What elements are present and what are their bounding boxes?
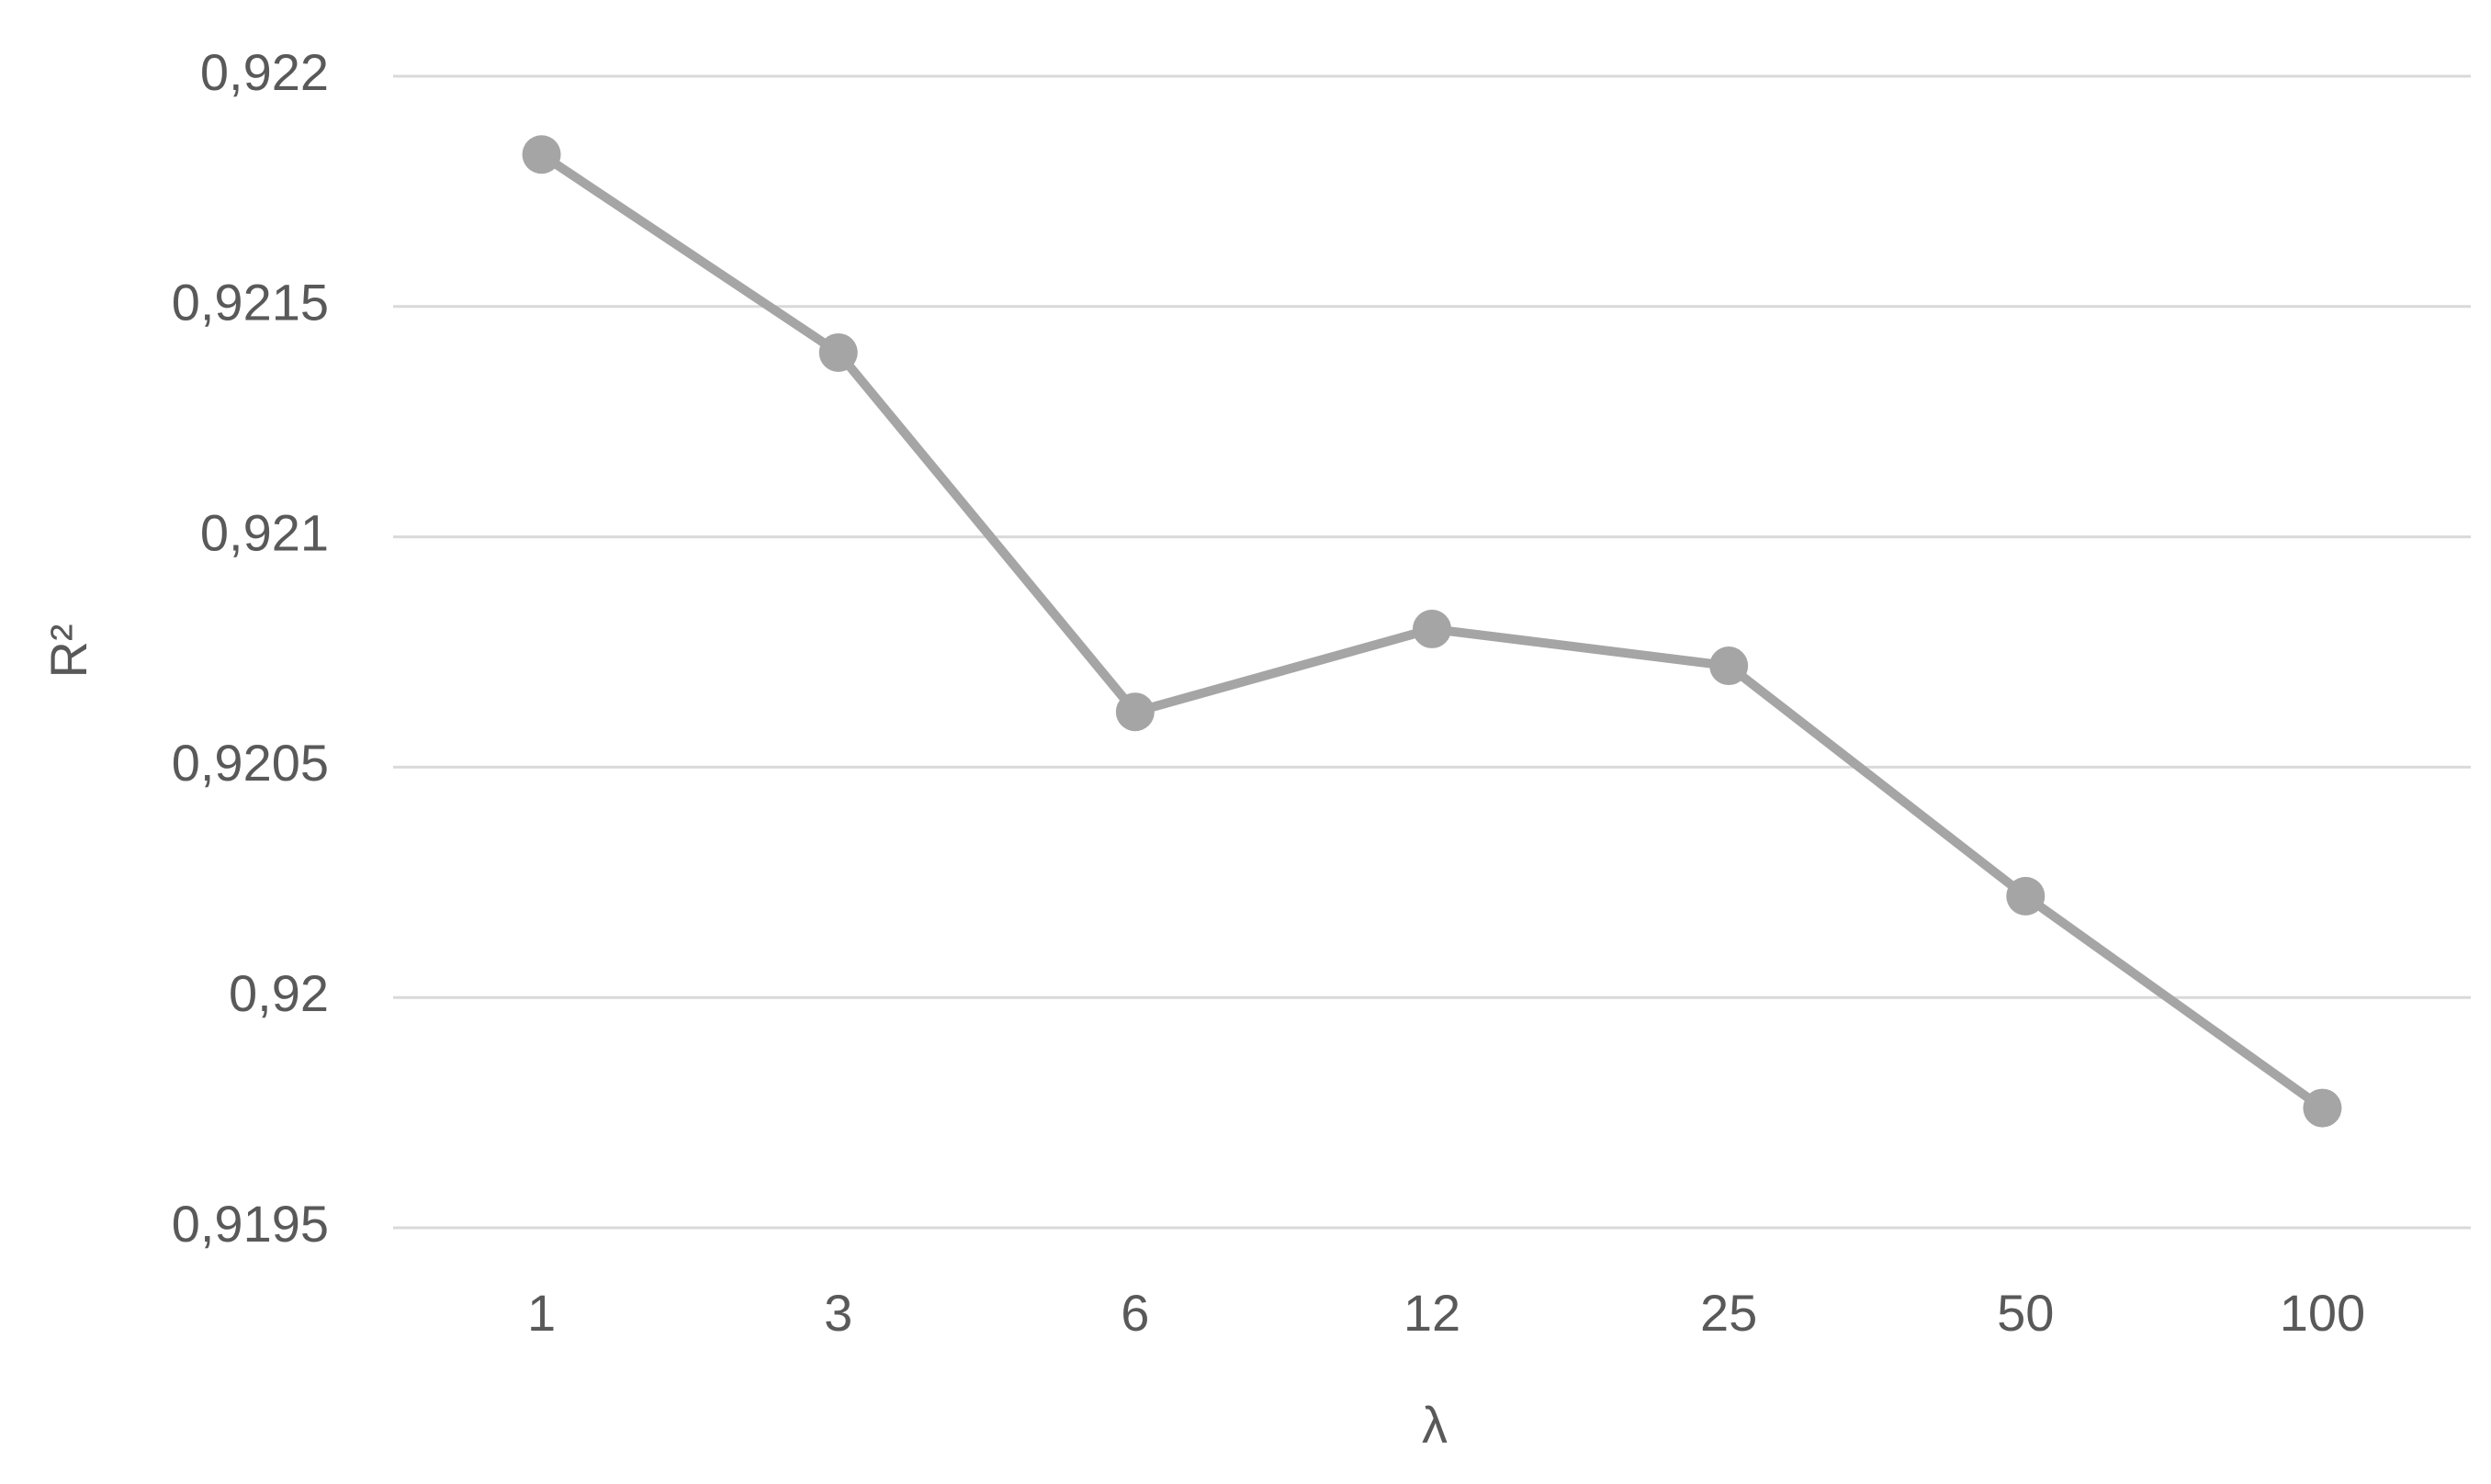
marker xyxy=(1413,609,1451,648)
marker xyxy=(1709,646,1749,686)
x-tick-label: 50 xyxy=(1997,1284,2054,1342)
marker xyxy=(2006,876,2046,916)
x-tick-label: 12 xyxy=(1403,1284,1460,1342)
y-tick-label: 0,92 xyxy=(229,964,329,1022)
marker xyxy=(522,135,561,174)
x-axis-label: λ xyxy=(1422,1396,1448,1454)
x-tick-label: 100 xyxy=(2280,1284,2365,1342)
x-tick-label: 25 xyxy=(1700,1284,1757,1342)
marker xyxy=(2303,1088,2342,1128)
y-tick-label: 0,9215 xyxy=(172,274,329,332)
y-tick-label: 0,9195 xyxy=(172,1195,329,1253)
marker xyxy=(818,332,858,372)
y-tick-label: 0,922 xyxy=(200,43,329,101)
marker xyxy=(1115,692,1155,732)
x-tick-label: 3 xyxy=(824,1284,852,1342)
y-tick-label: 0,9205 xyxy=(172,734,329,792)
x-tick-label: 1 xyxy=(527,1284,556,1342)
y-axis-label: R² xyxy=(39,624,97,678)
x-tick-label: 6 xyxy=(1121,1284,1149,1342)
y-tick-label: 0,921 xyxy=(200,503,329,561)
